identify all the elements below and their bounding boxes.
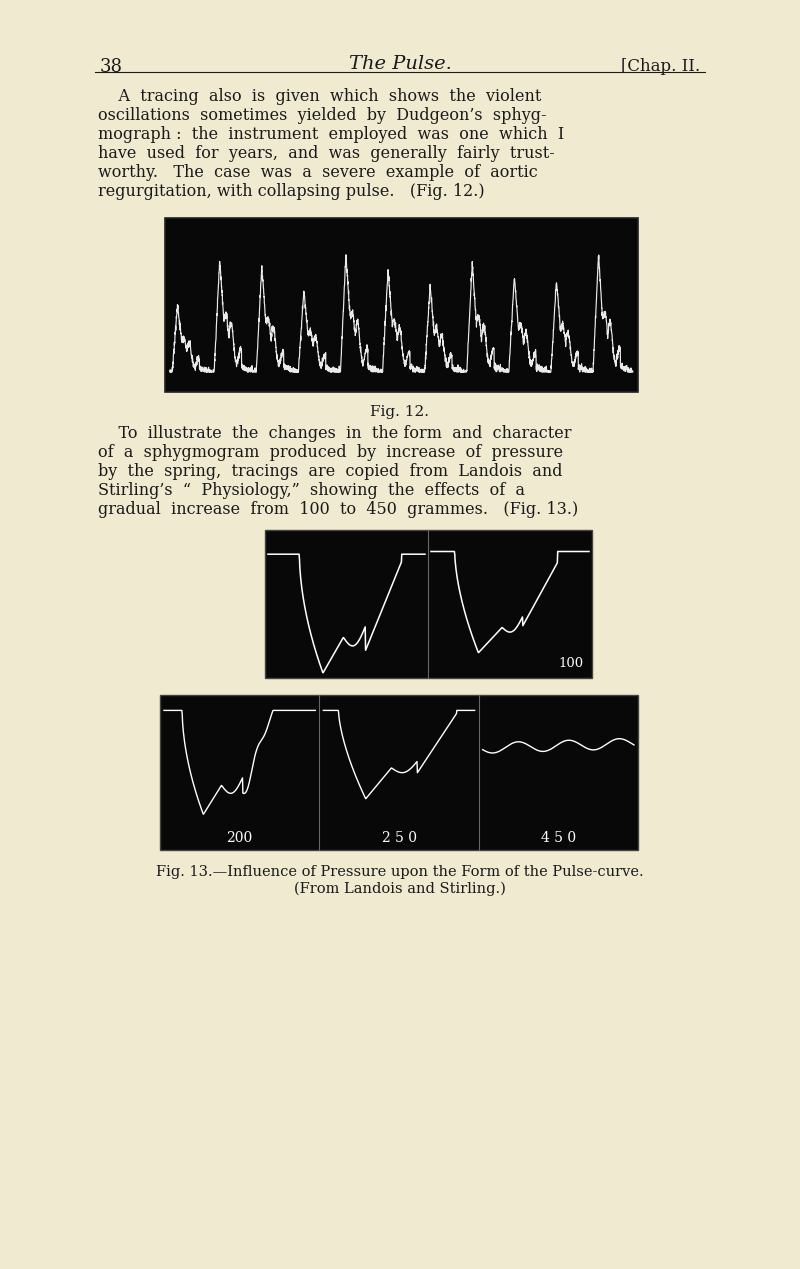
Bar — [165, 218, 638, 392]
Text: mograph :  the  instrument  employed  was  one  which  I: mograph : the instrument employed was on… — [98, 126, 564, 143]
Text: The Pulse.: The Pulse. — [349, 55, 451, 74]
Text: 2 5 0: 2 5 0 — [382, 831, 417, 845]
Text: Stirling’s  “  Physiology,”  showing  the  effects  of  a: Stirling’s “ Physiology,” showing the ef… — [98, 482, 525, 499]
Bar — [160, 695, 638, 850]
Text: 100: 100 — [559, 657, 584, 670]
Text: gradual  increase  from  100  to  450  grammes.   (Fig. 13.): gradual increase from 100 to 450 grammes… — [98, 501, 578, 518]
Text: A  tracing  also  is  given  which  shows  the  violent: A tracing also is given which shows the … — [98, 88, 542, 105]
Text: Fig. 12.: Fig. 12. — [370, 405, 430, 419]
Text: regurgitation, with collapsing pulse.   (Fig. 12.): regurgitation, with collapsing pulse. (F… — [98, 183, 485, 201]
Text: (From Landois and Stirling.): (From Landois and Stirling.) — [294, 882, 506, 896]
Bar — [265, 530, 592, 678]
Text: To  illustrate  the  changes  in  the form  and  character: To illustrate the changes in the form an… — [98, 425, 571, 442]
Text: have  used  for  years,  and  was  generally  fairly  trust-: have used for years, and was generally f… — [98, 145, 554, 162]
Text: worthy.   The  case  was  a  severe  example  of  aortic: worthy. The case was a severe example of… — [98, 164, 538, 181]
Text: 4 5 0: 4 5 0 — [541, 831, 576, 845]
Text: 38: 38 — [100, 58, 123, 76]
Text: oscillations  sometimes  yielded  by  Dudgeon’s  sphyg-: oscillations sometimes yielded by Dudgeo… — [98, 107, 546, 124]
Text: 200: 200 — [226, 831, 253, 845]
Text: [Chap. II.: [Chap. II. — [621, 58, 700, 75]
Text: by  the  spring,  tracings  are  copied  from  Landois  and: by the spring, tracings are copied from … — [98, 463, 562, 480]
Text: Fig. 13.—Influence of Pressure upon the Form of the Pulse-curve.: Fig. 13.—Influence of Pressure upon the … — [156, 865, 644, 879]
Text: of  a  sphygmogram  produced  by  increase  of  pressure: of a sphygmogram produced by increase of… — [98, 444, 563, 461]
